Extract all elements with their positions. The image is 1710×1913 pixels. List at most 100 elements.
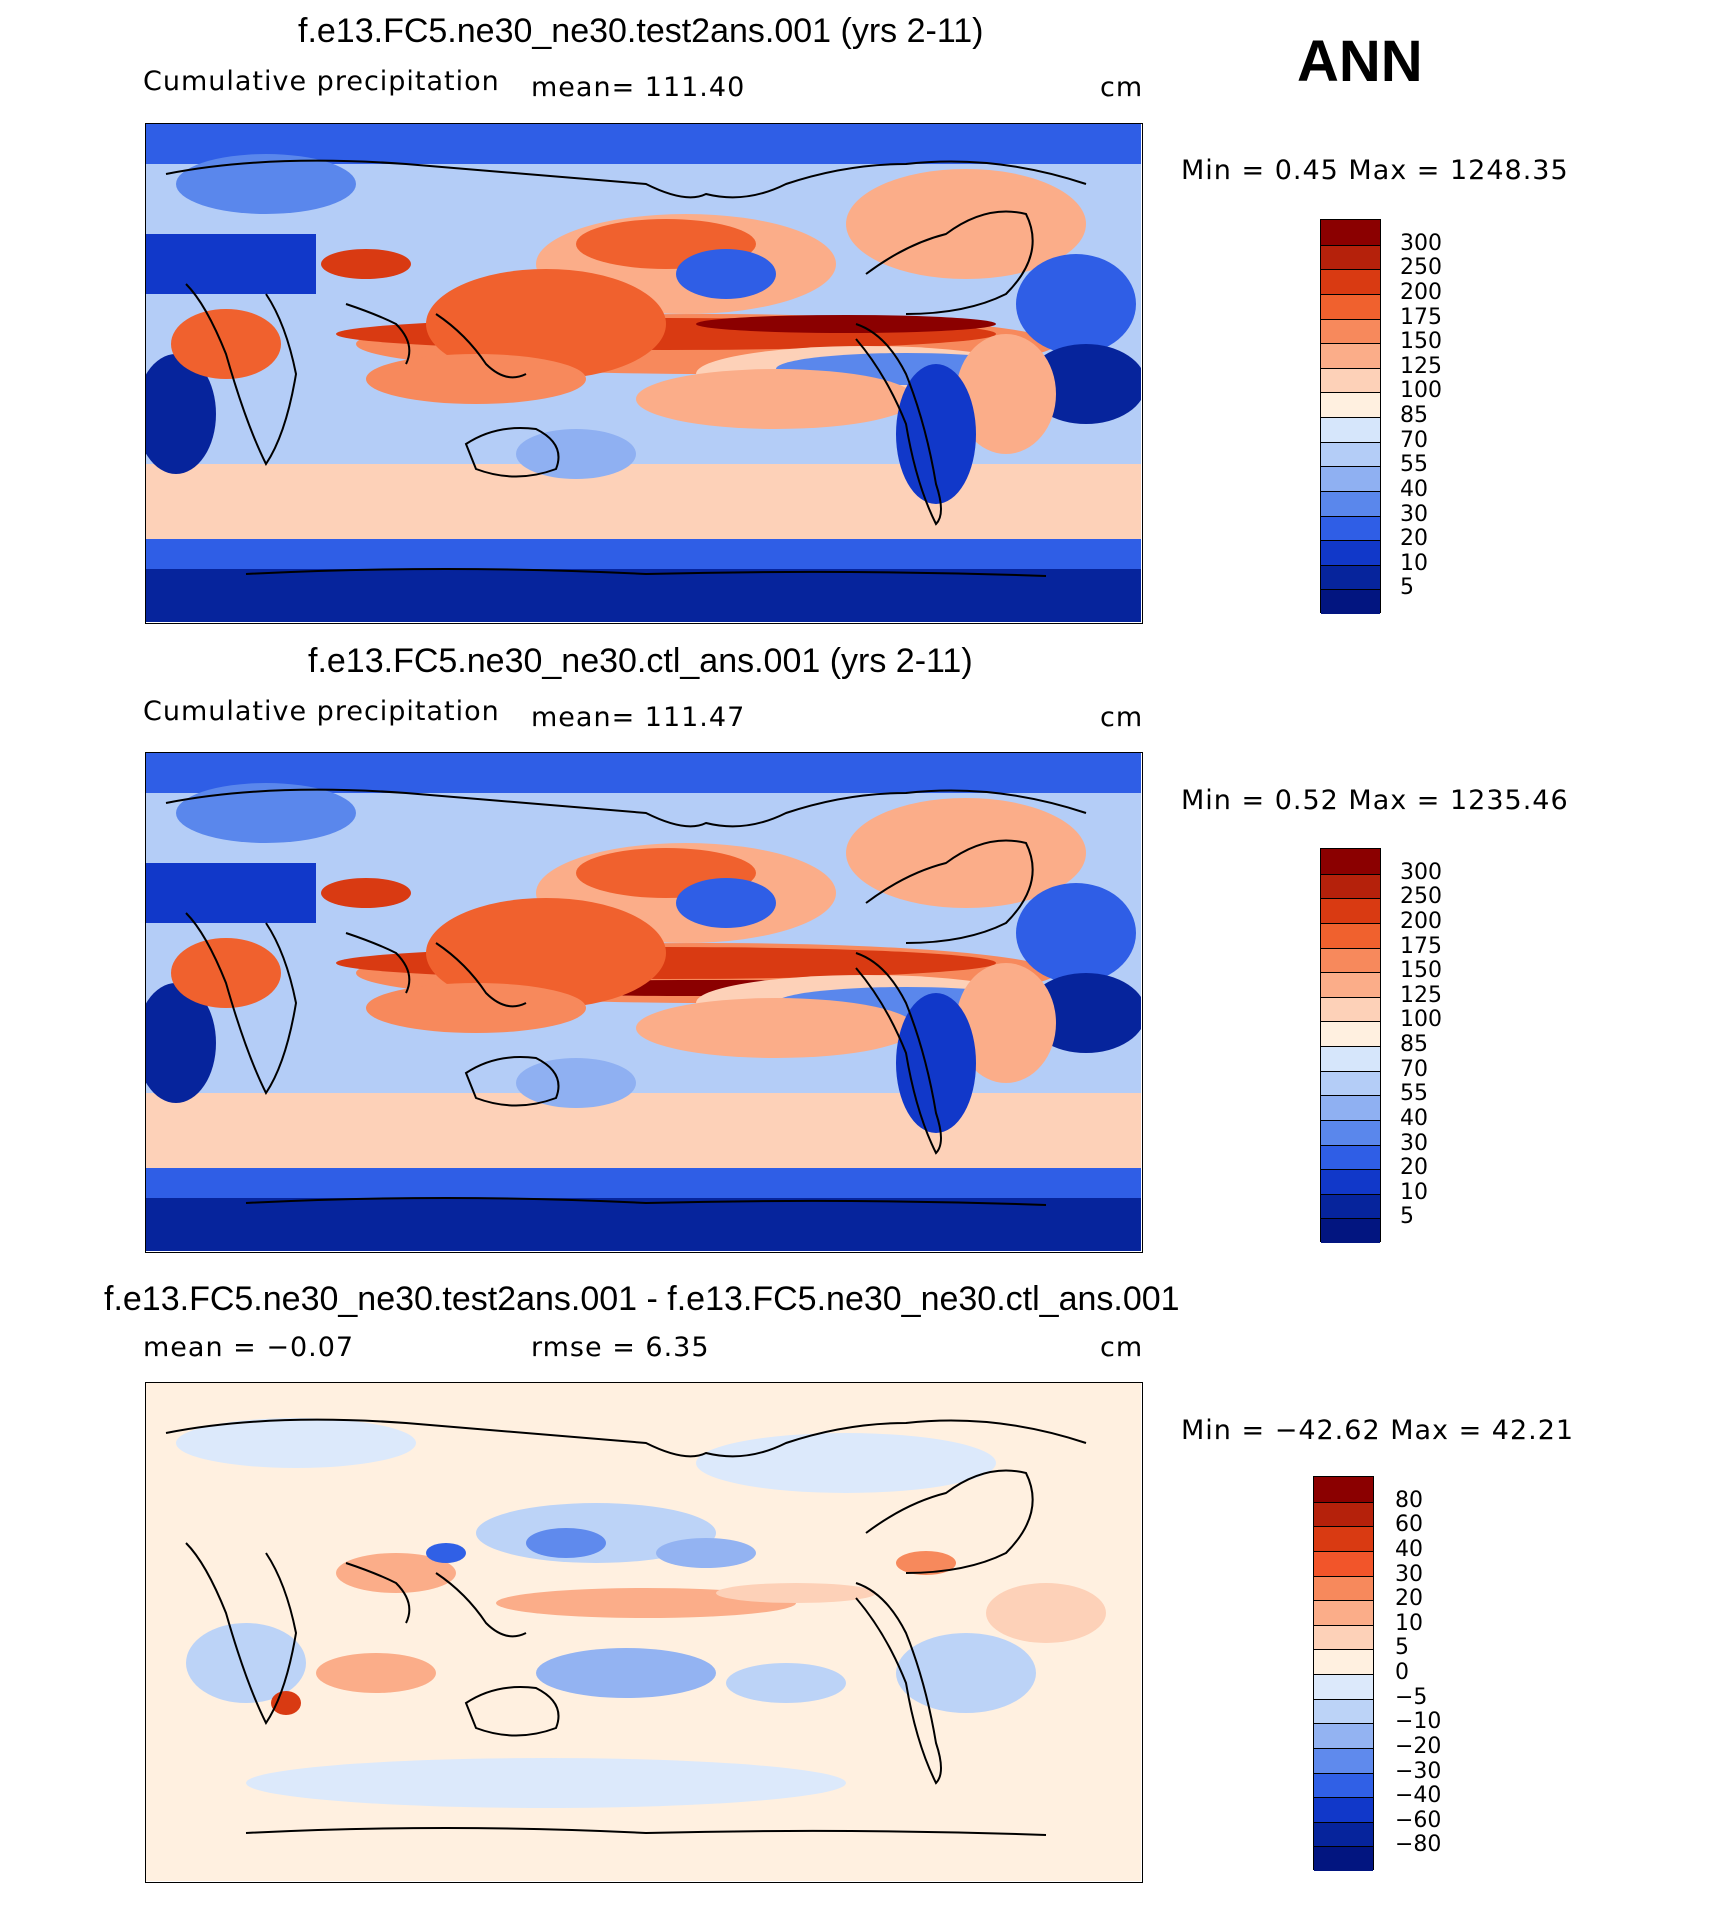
colorbar-tick-label: 10 [1400,1179,1428,1205]
panel3-mean: mean = −0.07 [143,1332,355,1363]
colorbar-tick-label: −5 [1395,1684,1428,1710]
colorbar-swatch [1314,1846,1373,1871]
panel3-colorbar [1313,1476,1374,1871]
colorbar-swatch [1321,1169,1380,1194]
colorbar-swatch [1321,515,1380,541]
colorbar-tick-label: 250 [1400,255,1442,281]
colorbar-swatch [1314,1624,1373,1650]
colorbar-tick-label: 70 [1400,427,1428,453]
colorbar-tick-label: 10 [1395,1610,1423,1636]
colorbar-swatch [1321,1119,1380,1145]
colorbar-swatch [1314,1698,1373,1724]
colorbar-swatch [1321,490,1380,516]
colorbar-tick-label: 30 [1400,1130,1428,1156]
colorbar-swatch [1321,392,1380,417]
colorbar-tick-label: 175 [1400,304,1442,330]
colorbar-tick-label: 20 [1400,1155,1428,1181]
colorbar-tick-label: 150 [1400,329,1442,355]
colorbar-swatch [1321,1193,1380,1219]
colorbar-swatch [1321,947,1380,973]
panel3-minmax: Min = −42.62 Max = 42.21 [1181,1415,1575,1446]
colorbar-tick-label: 40 [1395,1536,1423,1562]
colorbar-tick-label: 200 [1400,279,1442,305]
colorbar-swatch [1314,1477,1373,1502]
colorbar-swatch [1321,293,1380,319]
colorbar-tick-label: 10 [1400,550,1428,576]
panel1-mean: mean= 111.40 [531,72,746,103]
colorbar-tick-label: −40 [1395,1783,1442,1809]
colorbar-swatch [1314,1575,1373,1601]
panel3-rmse: rmse = 6.35 [531,1332,710,1363]
panel2-mean: mean= 111.47 [531,702,746,733]
colorbar-tick-label: 60 [1395,1512,1423,1538]
colorbar-swatch [1321,220,1380,245]
colorbar-tick-label: 85 [1400,403,1428,428]
panel3-units: cm [1100,1332,1144,1363]
colorbar-tick-label: −60 [1395,1807,1442,1833]
panel2-units: cm [1100,702,1144,733]
colorbar-tick-label: 200 [1400,908,1442,934]
colorbar-swatch [1314,1747,1373,1773]
colorbar-swatch [1321,343,1380,368]
colorbar-swatch [1314,1821,1373,1847]
colorbar-swatch [1321,589,1380,614]
panel3-difference-map [145,1382,1143,1883]
colorbar-tick-label: 300 [1400,859,1442,885]
panel2-var-label: Cumulative precipitation [143,696,500,727]
colorbar-tick-label: 150 [1400,958,1442,984]
colorbar-swatch [1321,1046,1380,1071]
colorbar-swatch [1314,1550,1373,1576]
colorbar-swatch [1321,972,1380,997]
colorbar-tick-label: 5 [1395,1635,1409,1661]
colorbar-swatch [1321,873,1380,899]
colorbar-tick-label: 55 [1400,452,1428,478]
colorbar-tick-label: 100 [1400,378,1442,404]
colorbar-swatch [1321,1095,1380,1120]
colorbar-swatch [1314,1797,1373,1822]
colorbar-swatch [1321,367,1380,393]
panel2-minmax: Min = 0.52 Max = 1235.46 [1181,785,1569,816]
colorbar-swatch [1321,318,1380,344]
panel2-colorbar [1320,848,1381,1243]
colorbar-tick-label: 125 [1400,982,1442,1008]
colorbar-swatch [1321,1070,1380,1096]
colorbar-tick-label: −30 [1395,1758,1442,1784]
colorbar-swatch [1314,1649,1373,1674]
colorbar-swatch [1321,417,1380,442]
panel1-title: f.e13.FC5.ne30_ne30.test2ans.001 (yrs 2-… [298,12,984,50]
colorbar-swatch [1314,1723,1373,1748]
colorbar-swatch [1321,898,1380,923]
colorbar-swatch [1321,1218,1380,1243]
panel1-precip-map [145,123,1143,624]
colorbar-swatch [1321,922,1380,948]
colorbar-swatch [1321,466,1380,491]
season-label: ANN [1297,29,1423,94]
colorbar-swatch [1321,244,1380,270]
colorbar-swatch [1321,1144,1380,1170]
panel1-colorbar [1320,219,1381,614]
colorbar-tick-label: 0 [1395,1660,1409,1685]
colorbar-swatch [1321,564,1380,590]
colorbar-swatch [1314,1674,1373,1699]
colorbar-swatch [1321,269,1380,294]
panel1-minmax: Min = 0.45 Max = 1248.35 [1181,155,1569,186]
colorbar-swatch [1314,1772,1373,1798]
colorbar-tick-label: 250 [1400,884,1442,910]
panel1-var-label: Cumulative precipitation [143,66,500,97]
colorbar-swatch [1321,1021,1380,1046]
colorbar-tick-label: 80 [1395,1487,1423,1513]
colorbar-tick-label: 175 [1400,933,1442,959]
colorbar-tick-label: 70 [1400,1056,1428,1082]
colorbar-tick-label: 40 [1400,476,1428,502]
colorbar-swatch [1321,540,1380,565]
colorbar-swatch [1321,441,1380,467]
colorbar-swatch [1314,1501,1373,1527]
colorbar-tick-label: 20 [1400,526,1428,552]
colorbar-tick-label: 85 [1400,1032,1428,1057]
panel3-title: f.e13.FC5.ne30_ne30.test2ans.001 - f.e13… [104,1280,1180,1318]
panel2-title: f.e13.FC5.ne30_ne30.ctl_ans.001 (yrs 2-1… [308,642,973,680]
colorbar-swatch [1314,1526,1373,1551]
colorbar-swatch [1321,996,1380,1022]
colorbar-tick-label: 20 [1395,1586,1423,1612]
colorbar-tick-label: 5 [1400,1204,1414,1230]
